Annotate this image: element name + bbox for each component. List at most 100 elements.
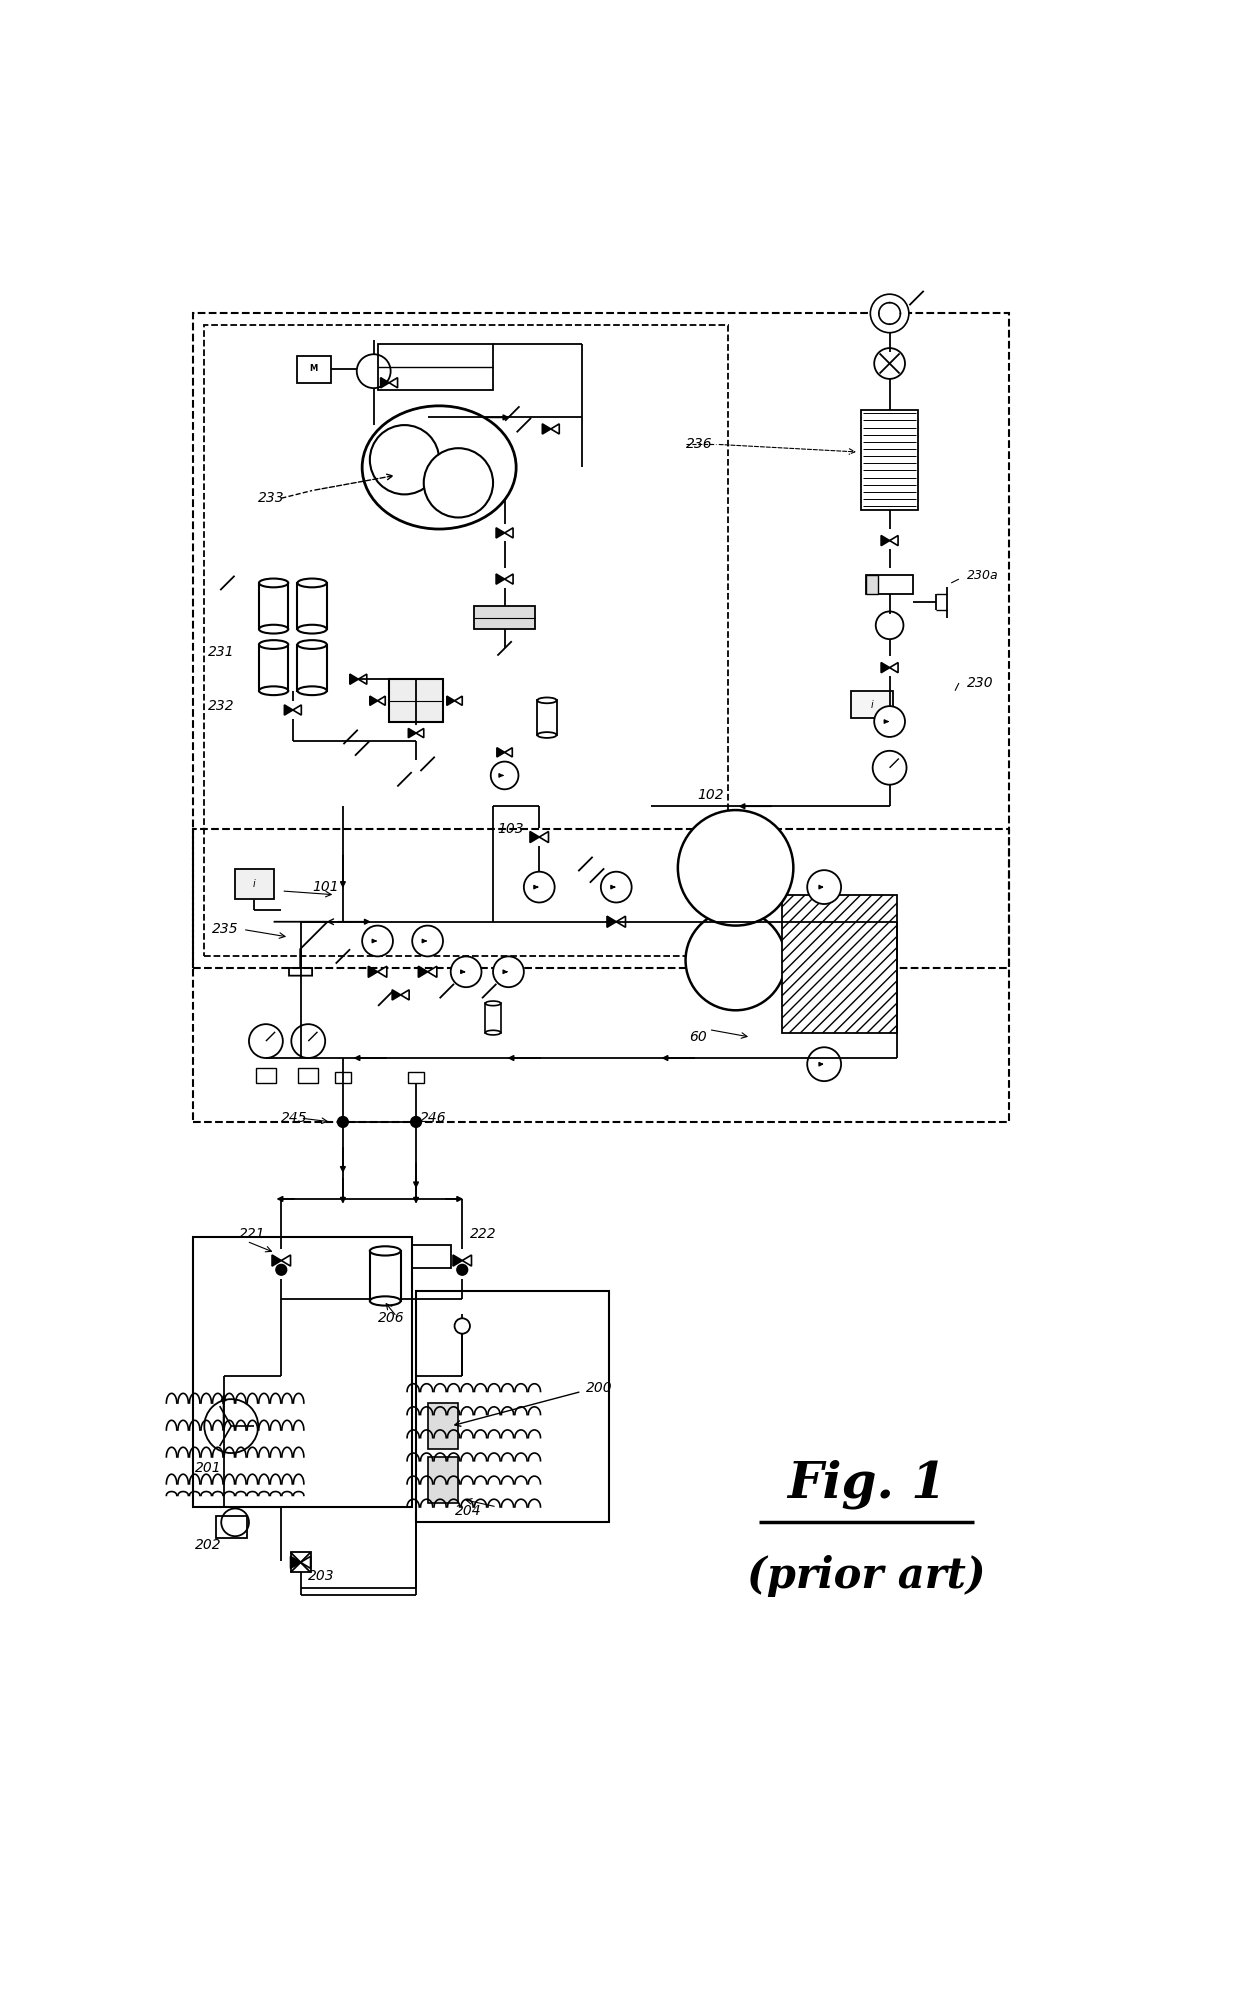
Polygon shape: [505, 575, 513, 585]
Text: 60: 60: [689, 1030, 707, 1044]
Circle shape: [875, 611, 904, 639]
Bar: [192, 1238, 412, 1507]
Circle shape: [494, 956, 523, 988]
Bar: [428, 1457, 459, 1503]
Polygon shape: [882, 663, 889, 673]
Polygon shape: [300, 1557, 310, 1569]
Ellipse shape: [485, 1002, 501, 1006]
Text: 202: 202: [195, 1539, 222, 1553]
Circle shape: [601, 872, 631, 902]
Text: 230a: 230a: [967, 569, 998, 581]
Polygon shape: [529, 832, 539, 842]
Circle shape: [678, 810, 794, 926]
Bar: [474, 607, 536, 629]
Polygon shape: [889, 663, 898, 673]
Circle shape: [249, 1024, 283, 1058]
Bar: [851, 691, 894, 719]
Polygon shape: [381, 377, 389, 387]
Circle shape: [450, 956, 481, 988]
Polygon shape: [505, 748, 512, 756]
Circle shape: [410, 1116, 422, 1128]
Bar: [861, 409, 919, 509]
Ellipse shape: [259, 687, 288, 695]
Bar: [389, 679, 443, 721]
Polygon shape: [446, 697, 455, 705]
Text: i: i: [253, 878, 255, 888]
Ellipse shape: [485, 1030, 501, 1036]
Circle shape: [205, 1399, 258, 1453]
Circle shape: [807, 870, 841, 904]
Polygon shape: [392, 990, 401, 1000]
Ellipse shape: [298, 687, 326, 695]
Text: 245: 245: [281, 1112, 308, 1126]
Polygon shape: [418, 966, 428, 978]
Bar: [428, 1403, 459, 1449]
Polygon shape: [496, 575, 505, 585]
Ellipse shape: [298, 641, 326, 649]
Circle shape: [686, 910, 786, 1010]
Bar: [867, 575, 878, 595]
Bar: [192, 830, 1009, 1122]
Polygon shape: [290, 1557, 300, 1569]
Text: 232: 232: [208, 699, 234, 713]
Ellipse shape: [370, 1246, 401, 1255]
Bar: [192, 313, 1009, 968]
Polygon shape: [539, 832, 548, 842]
Polygon shape: [389, 377, 398, 387]
Circle shape: [456, 1263, 467, 1275]
Text: 200: 200: [585, 1381, 613, 1395]
Text: 236: 236: [686, 437, 712, 451]
Ellipse shape: [298, 625, 326, 633]
Circle shape: [412, 926, 443, 956]
Bar: [236, 870, 274, 898]
Polygon shape: [417, 729, 424, 739]
Polygon shape: [358, 675, 367, 685]
Polygon shape: [497, 748, 505, 756]
Ellipse shape: [259, 625, 288, 633]
Polygon shape: [293, 705, 301, 715]
Text: 206: 206: [377, 1311, 404, 1325]
Text: Fig. 1: Fig. 1: [787, 1459, 946, 1509]
Bar: [299, 1068, 319, 1084]
Text: (prior art): (prior art): [748, 1555, 986, 1597]
Text: 233: 233: [258, 491, 285, 505]
Bar: [259, 583, 288, 629]
Polygon shape: [377, 966, 387, 978]
Bar: [298, 645, 326, 691]
Polygon shape: [350, 675, 358, 685]
Circle shape: [362, 926, 393, 956]
Polygon shape: [377, 697, 386, 705]
Text: 102: 102: [697, 788, 724, 802]
Text: 103: 103: [497, 822, 523, 836]
Circle shape: [424, 449, 494, 517]
Bar: [867, 575, 913, 595]
Bar: [259, 645, 288, 691]
Polygon shape: [496, 527, 505, 539]
Bar: [412, 1246, 450, 1267]
Text: i: i: [870, 701, 873, 711]
Text: 235: 235: [212, 922, 238, 936]
Polygon shape: [401, 990, 409, 1000]
Polygon shape: [882, 535, 889, 545]
Bar: [216, 1517, 247, 1537]
Polygon shape: [608, 916, 616, 928]
Bar: [255, 1068, 277, 1084]
Polygon shape: [505, 527, 513, 539]
Polygon shape: [542, 423, 551, 433]
Circle shape: [523, 872, 554, 902]
Circle shape: [357, 353, 391, 387]
Bar: [370, 1251, 401, 1301]
Circle shape: [291, 1024, 325, 1058]
Circle shape: [491, 762, 518, 788]
Polygon shape: [408, 729, 417, 739]
Circle shape: [337, 1116, 348, 1128]
Text: 201: 201: [195, 1461, 222, 1475]
Text: M: M: [310, 365, 317, 373]
Circle shape: [221, 1509, 249, 1537]
Polygon shape: [463, 1255, 471, 1265]
Text: 204: 204: [455, 1503, 481, 1517]
Ellipse shape: [298, 579, 326, 587]
Bar: [335, 1072, 351, 1084]
Ellipse shape: [259, 641, 288, 649]
Polygon shape: [453, 1255, 463, 1265]
